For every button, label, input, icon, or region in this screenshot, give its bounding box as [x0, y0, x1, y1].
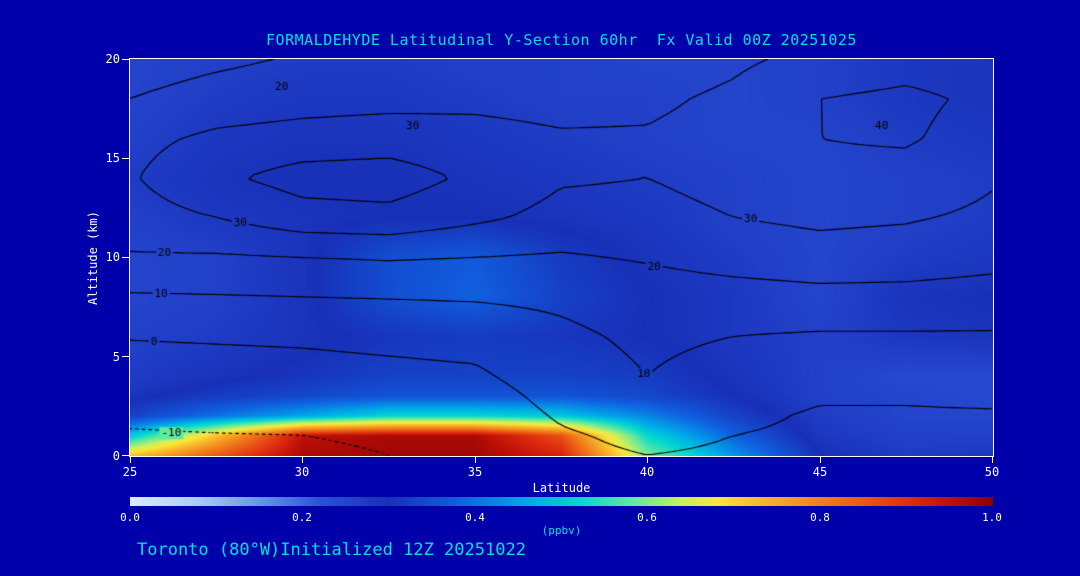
run-info-text: Toronto (80°W)Initialized 12Z 20251022 — [137, 540, 526, 560]
y-tick-mark — [122, 356, 129, 357]
x-tick-mark — [475, 457, 476, 463]
x-tick-label-25: 25 — [122, 465, 138, 479]
x-tick-label-35: 35 — [467, 465, 483, 479]
x-tick-mark — [992, 457, 993, 463]
colorbar-tick-1.0: 1.0 — [982, 511, 1002, 524]
plot-frame — [129, 58, 994, 457]
y-tick-mark — [122, 257, 129, 258]
y-tick-mark — [122, 455, 129, 456]
colorbar-tick-0.2: 0.2 — [292, 511, 312, 524]
plot-title: FORMALDEHYDE Latitudinal Y-Section 60hr … — [266, 31, 857, 49]
colorbar-tick-0.6: 0.6 — [637, 511, 657, 524]
x-tick-label-40: 40 — [639, 465, 655, 479]
colorbar-tick-0.0: 0.0 — [120, 511, 140, 524]
y-tick-mark — [122, 158, 129, 159]
x-tick-label-30: 30 — [294, 465, 310, 479]
y-tick-label-0: 0 — [112, 449, 120, 463]
x-tick-label-45: 45 — [812, 465, 828, 479]
colorbar-units-label: (ppbv) — [541, 524, 582, 537]
y-tick-label-10: 10 — [105, 250, 120, 264]
colorbar — [130, 497, 993, 506]
y-tick-label-15: 15 — [105, 151, 120, 165]
y-tick-mark — [122, 59, 129, 60]
y-tick-label-20: 20 — [105, 52, 120, 66]
cross-section-heatmap-canvas — [130, 59, 993, 456]
x-tick-mark — [130, 457, 131, 463]
x-tick-mark — [302, 457, 303, 463]
x-tick-mark — [647, 457, 648, 463]
x-tick-mark — [820, 457, 821, 463]
y-tick-label-5: 5 — [112, 350, 120, 364]
colorbar-tick-0.4: 0.4 — [465, 511, 485, 524]
x-axis-title: Latitude — [532, 481, 591, 495]
colorbar-tick-0.8: 0.8 — [810, 511, 830, 524]
x-tick-label-50: 50 — [984, 465, 1000, 479]
